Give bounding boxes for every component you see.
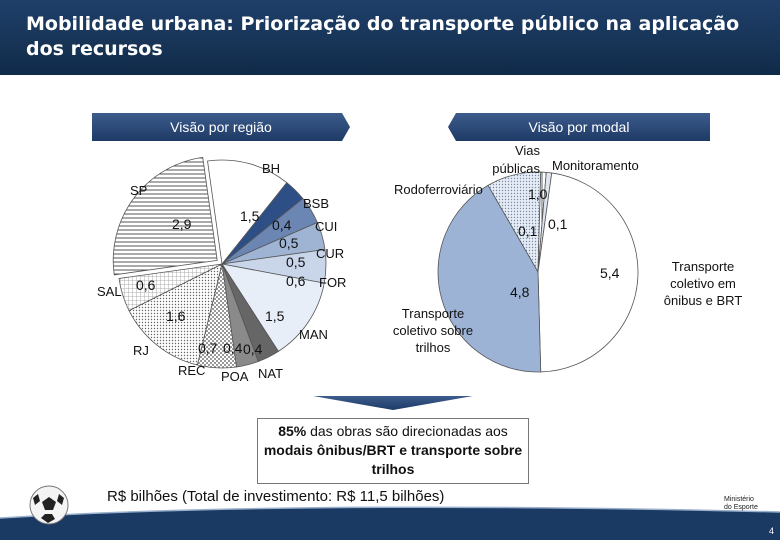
label-rj: RJ — [133, 343, 149, 358]
value-nat: 0,4 — [243, 341, 263, 357]
label-sal: SAL — [97, 284, 122, 299]
value-vias: 1,0 — [528, 186, 548, 202]
value-rec: 0,7 — [198, 340, 218, 356]
value-rj: 1,6 — [166, 308, 186, 324]
pie-slice-bh — [207, 159, 288, 265]
label-sp: SP — [130, 183, 148, 198]
modal-pie — [437, 171, 639, 373]
ministry-line1: Ministério — [724, 496, 754, 503]
label-bsb: BSB — [303, 196, 330, 211]
label-vias: Vias públicas — [492, 143, 540, 176]
modal-banner-shape — [448, 113, 710, 141]
bottom-swoosh — [0, 506, 780, 540]
callout-highlight: 85% — [278, 423, 307, 439]
label-man: MAN — [299, 327, 328, 342]
label-nat: NAT — [258, 366, 284, 381]
value-onibus: 5,4 — [600, 265, 620, 281]
pie-slice-sal — [118, 263, 223, 312]
callout-text: das obras são direcionadas aos — [306, 423, 508, 439]
value-cur: 0,5 — [286, 254, 306, 270]
pie-slice-transporte-coletivo-sobre-trilhos — [437, 184, 542, 373]
region-banner-label: Visão por região — [170, 119, 272, 135]
label-rec: REC — [178, 363, 206, 378]
chevron-down-icon — [313, 396, 473, 410]
region-banner-shape — [92, 113, 350, 141]
ministry-logo: Ministério do Esporte — [724, 496, 758, 512]
value-sal: 0,6 — [136, 277, 156, 293]
label-poa: POA — [221, 369, 249, 384]
header-bar: Mobilidade urbana: Priorização do transp… — [0, 0, 780, 75]
value-rodoferroviario: 0,1 — [518, 223, 538, 239]
value-man: 1,5 — [265, 308, 285, 324]
value-bsb: 0,4 — [272, 217, 292, 233]
region-pie — [112, 156, 327, 369]
footer-note: R$ bilhões (Total de investimento: R$ 11… — [107, 488, 445, 505]
label-rodoferroviario: Rodoferroviário — [394, 182, 483, 197]
label-bh: BH — [262, 161, 281, 176]
page-title: Mobilidade urbana: Priorização do transp… — [26, 13, 740, 60]
label-for: FOR — [319, 275, 347, 290]
pie-slice-transporte-coletivo-em-nibus-e-brt — [537, 172, 639, 373]
pie-slice-rj — [128, 263, 223, 366]
ministry-line2: do Esporte — [724, 504, 758, 511]
pie-slice-man — [221, 263, 325, 352]
value-monitoramento: 0,1 — [548, 216, 568, 232]
callout-box: 85% das obras são direcionadas aos modai… — [257, 418, 529, 484]
callout-bold-line: modais ônibus/BRT e transporte sobre tri… — [263, 442, 523, 477]
label-cui: CUI — [315, 219, 338, 234]
value-trilhos: 4,8 — [510, 284, 530, 300]
value-poa: 0,4 — [223, 340, 243, 356]
pie-slice-sp — [112, 156, 218, 276]
value-sp: 2,9 — [172, 216, 192, 232]
label-cur: CUR — [316, 246, 345, 261]
soccer-ball-icon — [29, 485, 69, 525]
modal-banner: Visão por modal — [448, 113, 710, 141]
label-onibus: Transporte coletivo em ônibus e BRT — [663, 259, 743, 308]
value-for: 0,6 — [286, 273, 306, 289]
label-trilhos: Transporte coletivo sobre trilhos — [392, 306, 474, 355]
value-bh: 1,5 — [240, 208, 260, 224]
modal-banner-label: Visão por modal — [528, 119, 630, 135]
page-number: 4 — [768, 526, 774, 536]
value-cui: 0,5 — [279, 235, 299, 251]
label-monitoramento: Monitoramento — [552, 158, 639, 173]
region-banner: Visão por região — [92, 113, 350, 141]
